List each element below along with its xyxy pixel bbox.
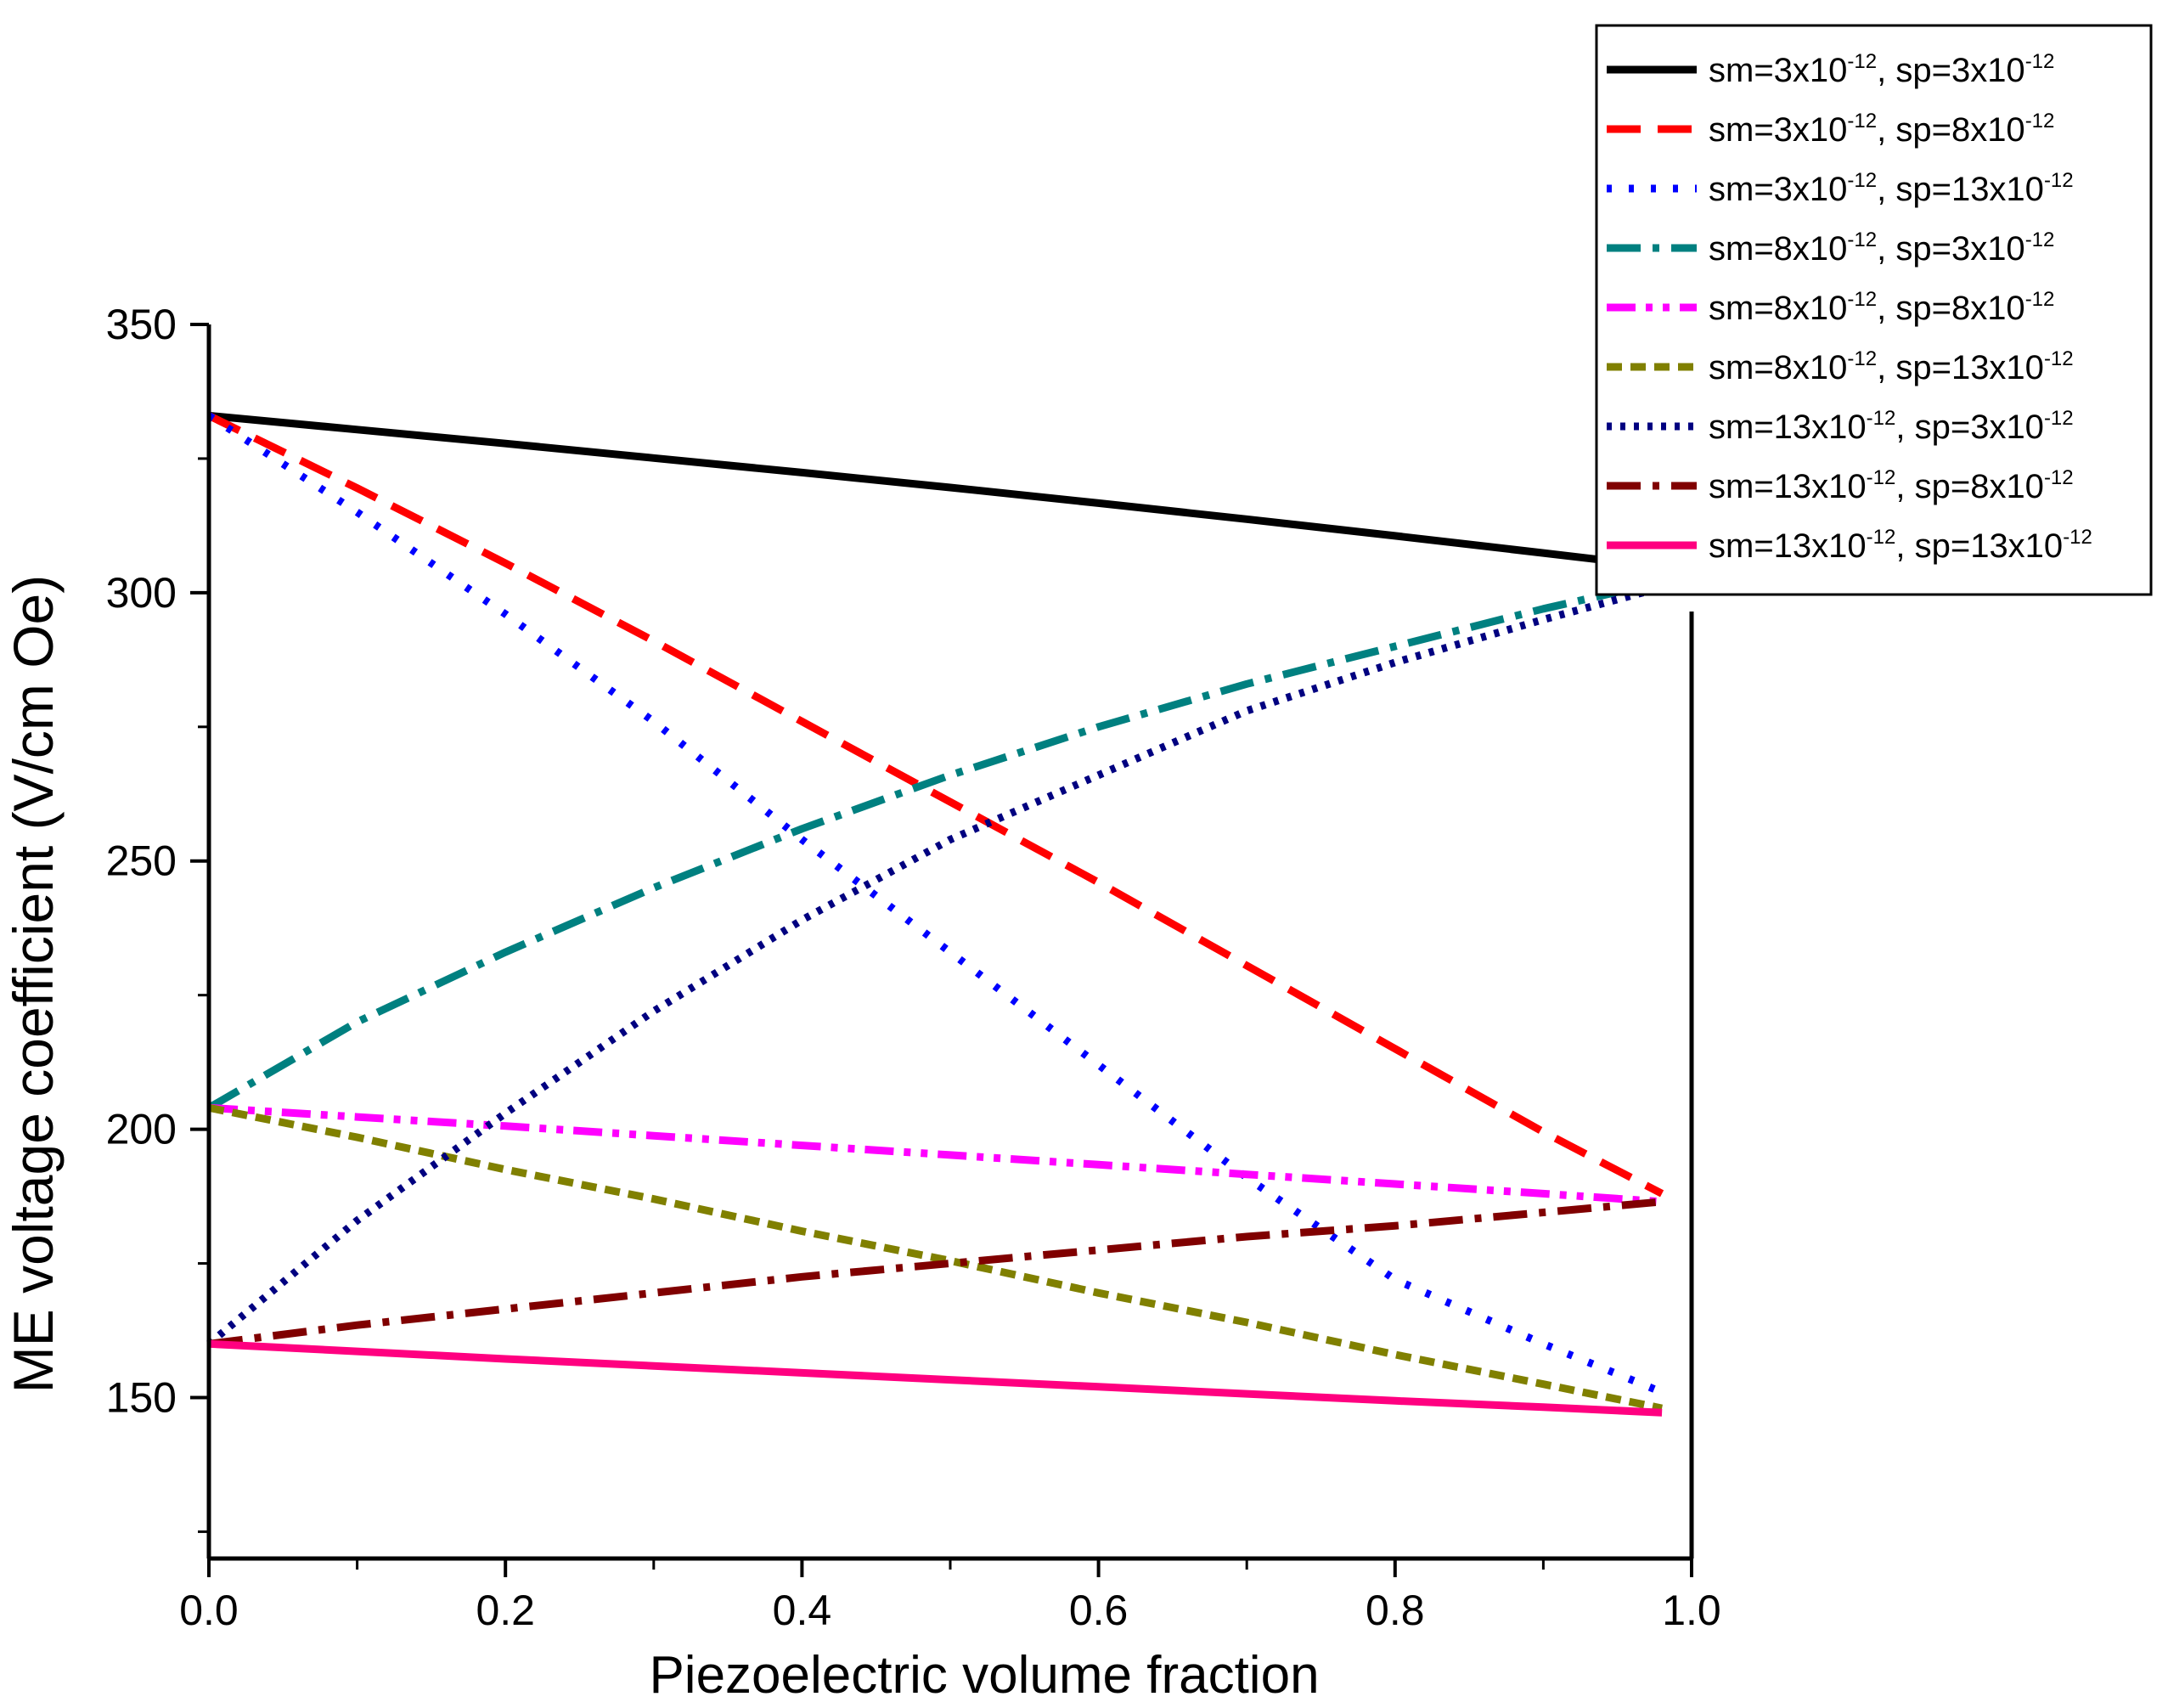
legend-label-7: sm=13x10-12, sp=3x10-12 [1709,407,2074,446]
legend-label-3: sm=3x10-12, sp=13x10-12 [1709,169,2074,208]
series-line-1 [208,411,1663,571]
x-tick-label: 1.0 [1662,1587,1721,1634]
x-tick-label: 0.0 [179,1587,239,1634]
x-tick-label: 0.4 [773,1587,832,1634]
legend-label-8: sm=13x10-12, sp=8x10-12 [1709,466,2074,505]
legend-label-6: sm=8x10-12, sp=13x10-12 [1709,347,2074,386]
series-line-7 [206,583,1664,1347]
legend-label-2: sm=3x10-12, sp=8x10-12 [1709,110,2054,149]
y-tick-label: 150 [106,1373,177,1421]
series-line-5 [208,1103,1663,1206]
x-tick-label: 0.6 [1069,1587,1129,1634]
y-tick-label: 250 [106,837,177,885]
series-line-2 [207,412,1664,1198]
legend: sm=3x10-12, sp=3x10-12 sm=3x10-12, sp=8x1… [1595,24,2153,596]
legend-label-4: sm=8x10-12, sp=3x10-12 [1709,228,2054,268]
ticks-layer: 0.0 0.2 0.4 0.6 0.8 1.0 150 200 250 300 350 [106,301,1721,1634]
series-line-6 [208,1103,1663,1412]
legend-label-1: sm=3x10-12, sp=3x10-12 [1709,50,2054,89]
y-axis-title: ME voltage coefficient (V/cm Oe) [2,575,65,1393]
series-line-8 [208,1198,1663,1348]
series-line-9 [208,1339,1663,1417]
x-tick-label: 0.2 [476,1587,535,1634]
y-tick-label: 350 [106,301,177,348]
y-tick-label: 200 [106,1106,177,1153]
series-line-4 [206,578,1664,1112]
legend-label-5: sm=8x10-12, sp=8x10-12 [1709,288,2054,327]
series-layer [206,411,1664,1417]
series-line-3 [206,412,1664,1396]
x-axis-title: Piezoelectric volume fraction [649,1646,1319,1705]
y-tick-label: 300 [106,569,177,617]
axes-layer [206,324,1694,1561]
legend-label-9: sm=13x10-12, sp=13x10-12 [1709,526,2092,565]
x-tick-label: 0.8 [1366,1587,1425,1634]
